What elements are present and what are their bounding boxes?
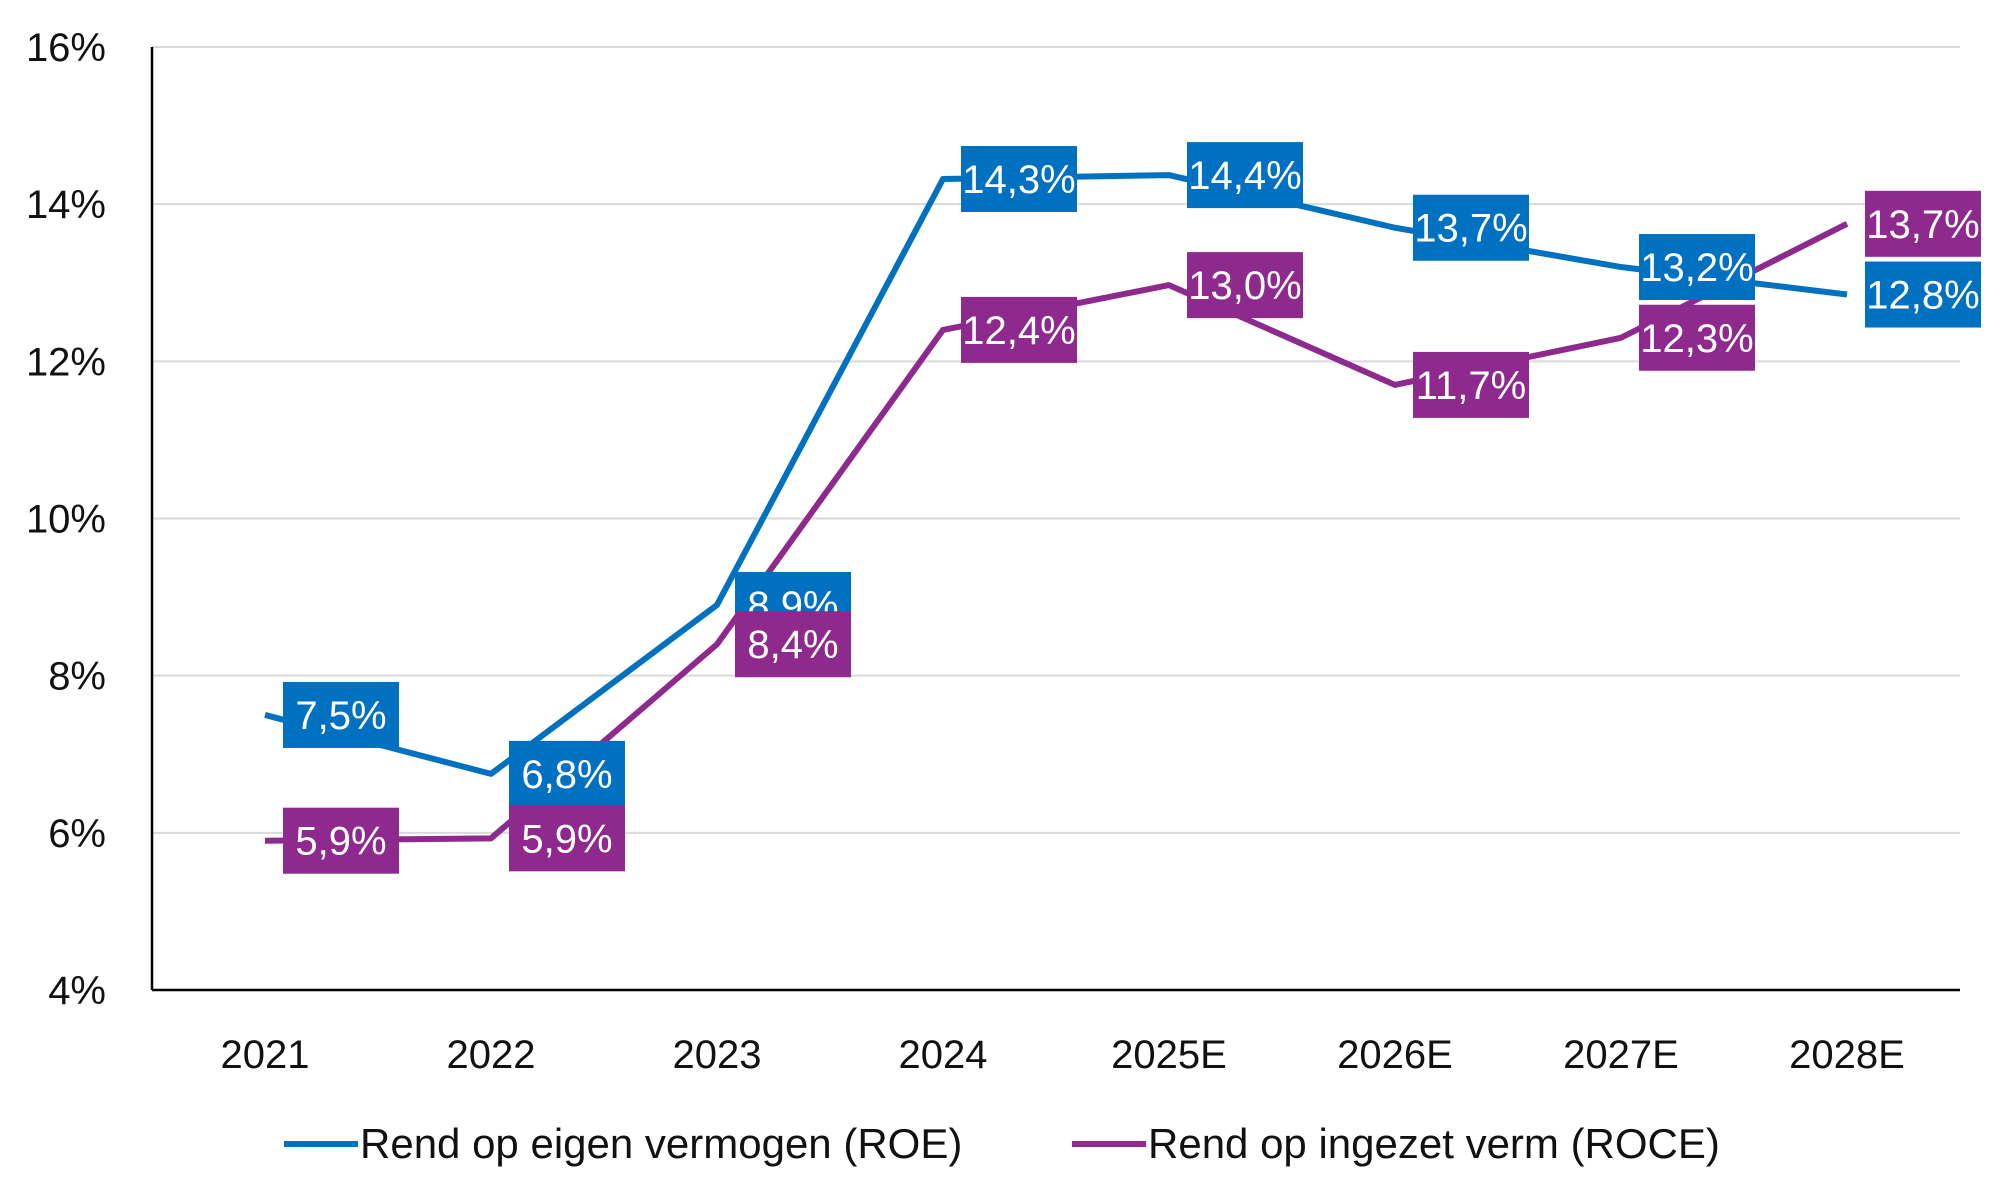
- y-axis-tick-labels: 4% 6% 8% 10% 12% 14% 16%: [26, 26, 106, 1013]
- data-label-box: [1865, 190, 1981, 257]
- data-label-roce: 11,7%: [1413, 351, 1529, 418]
- y-tick-label: 14%: [26, 183, 106, 227]
- data-label-roce: 12,3%: [1639, 304, 1755, 371]
- legend-label: Rend op ingezet verm (ROCE): [1148, 1120, 1720, 1167]
- data-label-box: [1413, 351, 1529, 418]
- data-label-box: [1865, 261, 1981, 328]
- data-label-roe: 7,5%: [283, 681, 399, 748]
- data-label-text: 5,9%: [521, 817, 612, 861]
- x-tick-label: 2022: [447, 1033, 536, 1077]
- data-label-roce: 8,4%: [735, 611, 851, 678]
- data-label-text: 6,8%: [521, 753, 612, 797]
- legend: Rend op eigen vermogen (ROE) Rend op inge…: [284, 1120, 1720, 1167]
- x-tick-label: 2021: [221, 1033, 310, 1077]
- data-label-text: 13,7%: [1414, 207, 1527, 251]
- data-label-roce: 12,4%: [961, 296, 1077, 363]
- x-tick-label: 2025E: [1111, 1033, 1227, 1077]
- data-label-roe: 14,3%: [961, 146, 1077, 213]
- x-tick-label: 2024: [899, 1033, 988, 1077]
- data-label-text: 12,3%: [1640, 317, 1753, 361]
- data-label-box: [509, 740, 625, 807]
- y-tick-label: 10%: [26, 498, 106, 542]
- y-tick-label: 4%: [48, 969, 106, 1013]
- data-label-roe: 14,4%: [1187, 142, 1303, 209]
- y-tick-label: 8%: [48, 655, 106, 699]
- series-lines: [264, 172, 1849, 844]
- x-tick-label: 2028E: [1789, 1033, 1905, 1077]
- data-label-box: [1413, 194, 1529, 261]
- x-tick-label: 2027E: [1563, 1033, 1679, 1077]
- data-label-box: [1187, 252, 1303, 319]
- data-labels: 7,5%6,8%8,9%14,3% 14,4%13,7%13,2%12,8%5,9…: [283, 142, 1981, 874]
- data-label-box: [1639, 234, 1755, 301]
- data-label-roe: 13,2%: [1639, 234, 1755, 301]
- y-tick-label: 12%: [26, 340, 106, 384]
- legend-item-roe: Rend op eigen vermogen (ROE): [284, 1120, 962, 1167]
- data-label-box: [509, 805, 625, 872]
- data-label-text: 13,2%: [1640, 246, 1753, 290]
- data-label-roe: 13,7%: [1413, 194, 1529, 261]
- y-tick-label: 6%: [48, 812, 106, 856]
- x-tick-label: 2023: [673, 1033, 762, 1077]
- data-label-text: 14,4%: [1188, 154, 1301, 198]
- data-label-text: 12,4%: [962, 309, 1075, 353]
- data-label-box: [1639, 304, 1755, 371]
- data-label-roce: 13,0%: [1187, 252, 1303, 319]
- data-label-text: 13,7%: [1866, 203, 1979, 247]
- legend-label: Rend op eigen vermogen (ROE): [360, 1120, 962, 1167]
- data-label-text: 7,5%: [295, 694, 386, 738]
- y-tick-label: 16%: [26, 26, 106, 70]
- legend-item-roce: Rend op ingezet verm (ROCE): [1072, 1120, 1720, 1167]
- x-tick-label: 2026E: [1337, 1033, 1453, 1077]
- data-label-roe: 6,8%: [509, 740, 625, 807]
- data-label-roce: 5,9%: [283, 807, 399, 874]
- data-label-text: 11,7%: [1416, 364, 1526, 408]
- data-label-box: [1187, 142, 1303, 209]
- axes: [150, 47, 1960, 992]
- x-axis-tick-labels: 2021 2022 2023 2024 2025E 2026E 2027E 2028E: [221, 1033, 1905, 1077]
- data-label-roce: 13,7%: [1865, 190, 1981, 257]
- data-label-box: [283, 681, 399, 748]
- data-label-box: [735, 611, 851, 678]
- data-label-text: 8,4%: [747, 623, 838, 667]
- series-line-roe: [264, 172, 1848, 777]
- data-label-text: 14,3%: [962, 158, 1075, 202]
- data-label-roe: 12,8%: [1865, 261, 1981, 328]
- data-label-roce: 5,9%: [509, 805, 625, 872]
- data-label-text: 12,8%: [1866, 274, 1979, 318]
- data-label-text: 5,9%: [295, 820, 386, 864]
- data-label-text: 13,0%: [1188, 264, 1301, 308]
- data-label-box: [283, 807, 399, 874]
- data-label-box: [961, 296, 1077, 363]
- data-label-box: [961, 146, 1077, 213]
